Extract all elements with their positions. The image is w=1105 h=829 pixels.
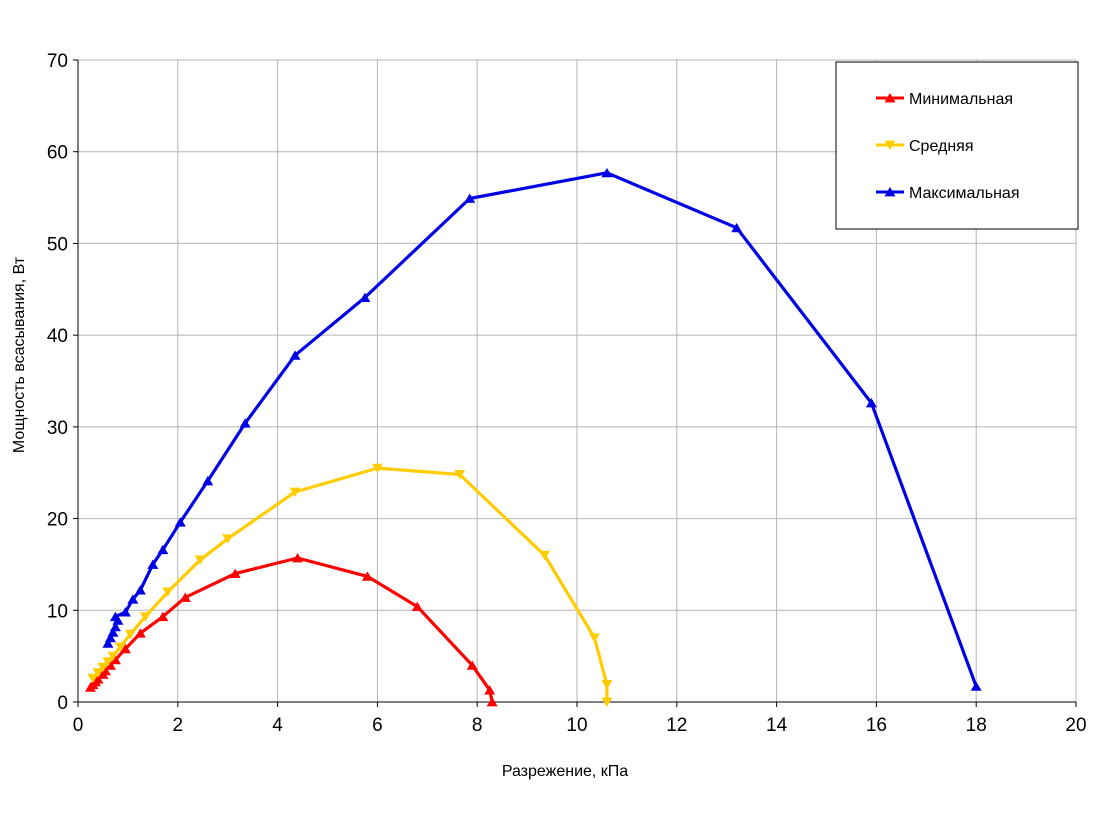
data-point-1-0 [87,673,99,684]
series-2 [102,167,982,691]
data-point-2-5 [109,611,121,622]
data-point-1-11 [289,487,301,497]
series-0 [84,553,498,707]
legend-label-1: Средняя [909,138,974,155]
data-point-2-12 [202,476,214,486]
data-point-2-13 [239,418,251,428]
legend: Минимальная Средняя Максимальная [835,61,1079,230]
x-tick-label-10: 20 [1065,715,1086,736]
x-tick-label-1: 2 [173,715,184,736]
legend-swatch-marker-0 [884,93,896,103]
data-point-2-18 [731,222,743,233]
data-point-1-3 [102,657,114,667]
x-tick-label-3: 6 [372,715,383,736]
data-point-2-11 [174,517,186,527]
data-point-2-6 [119,607,131,617]
data-point-2-17 [601,167,613,178]
data-point-2-20 [970,681,982,691]
series-1 [87,463,613,707]
data-point-1-4 [107,651,119,662]
y-tick-label-6: 60 [47,143,68,164]
data-point-2-2 [107,627,119,637]
data-point-2-0 [102,638,114,648]
data-point-0-16 [466,660,478,670]
data-point-1-7 [139,612,151,622]
data-point-2-10 [157,544,169,555]
data-point-0-5 [99,665,111,676]
data-point-0-12 [229,568,241,578]
x-tick-label-4: 8 [472,715,483,736]
data-point-0-17 [484,685,496,695]
series-layer [84,167,982,707]
data-point-0-10 [157,611,169,622]
data-point-1-9 [194,555,206,565]
y-tick-label-4: 40 [47,326,68,347]
data-point-1-15 [588,633,600,643]
data-point-2-16 [464,193,476,203]
data-point-2-3 [109,621,121,632]
y-tick-label-3: 30 [47,418,68,439]
data-point-1-5 [114,642,126,652]
x-tick-label-5: 10 [566,715,587,736]
data-point-2-7 [127,594,139,604]
data-point-1-17 [601,697,613,707]
data-point-0-7 [109,654,121,665]
data-point-1-12 [371,463,383,474]
y-tick-label-0: 0 [57,693,68,714]
x-tick-label-9: 18 [966,715,987,736]
data-point-0-13 [292,553,304,563]
y-axis-label: Мощность всасывания, Вт [11,256,28,453]
data-point-2-19 [865,398,877,408]
data-point-1-10 [222,534,234,544]
x-tick-label-8: 16 [866,715,887,736]
y-tick-label-1: 10 [47,601,68,622]
y-tick-label-5: 50 [47,234,68,255]
data-point-1-1 [92,668,104,678]
data-point-0-6 [104,660,116,670]
x-tick-label-7: 14 [766,715,788,736]
data-point-0-8 [119,643,131,654]
y-tick-label-2: 20 [47,510,68,531]
data-point-0-14 [361,571,373,581]
data-point-2-1 [104,632,116,643]
data-point-1-2 [97,662,109,673]
legend-label-2: Максимальная [909,185,1020,202]
data-point-2-15 [359,292,371,302]
data-point-2-14 [289,350,301,360]
legend-swatch-marker-2 [884,187,896,197]
data-point-1-16 [601,680,613,690]
data-point-1-6 [124,629,136,640]
data-point-0-15 [411,601,423,612]
x-tick-label-0: 0 [73,715,84,736]
axes [73,59,1077,707]
x-tick-label-2: 4 [272,715,283,736]
legend-swatch-marker-1 [884,140,896,150]
data-point-2-8 [134,585,146,595]
y-tick-label-7: 70 [47,51,68,72]
data-point-1-14 [539,550,551,561]
tick-labels: 0 2 4 6 8 10 12 14 16 18 20 0 10 20 30 40 50 60 70 [47,51,1087,736]
x-axis-label: Разрежение, кПа [502,763,628,780]
data-point-1-8 [162,587,174,597]
data-point-1-13 [454,470,466,480]
data-point-2-9 [147,559,159,569]
legend-label-0: Минимальная [909,91,1013,108]
data-point-0-11 [179,592,191,602]
data-point-0-9 [134,628,146,638]
x-tick-label-6: 12 [666,715,687,736]
data-point-0-18 [486,697,498,707]
